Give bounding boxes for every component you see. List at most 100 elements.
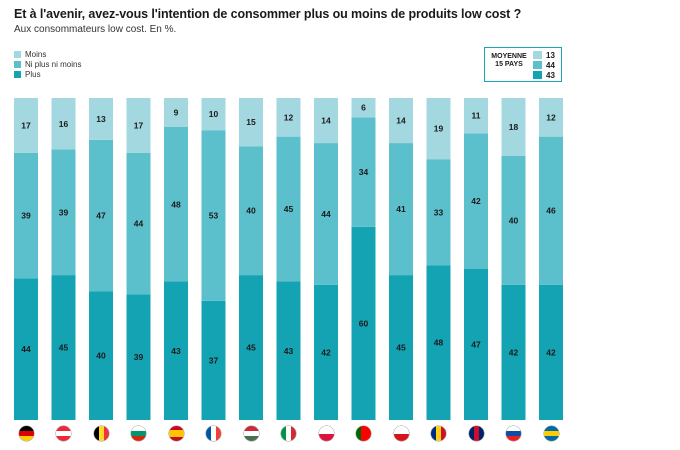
bar-plus-6 — [239, 275, 263, 420]
legend-label-ni: Ni plus ni moins — [25, 59, 82, 69]
legend: Moins Ni plus ni moins Plus — [14, 49, 81, 79]
data-label-ni-14: 46 — [546, 206, 556, 216]
data-label-plus-3: 39 — [134, 352, 144, 362]
bar-plus-5 — [201, 300, 226, 420]
flag-bulgaria-icon — [131, 426, 146, 441]
data-label-ni-13: 40 — [509, 215, 519, 225]
data-label-plus-10: 45 — [396, 343, 406, 353]
data-label-moins-7: 12 — [284, 112, 294, 122]
legend-swatch-ni — [14, 60, 21, 68]
bar-moins-0 — [14, 98, 38, 153]
bar-plus-14 — [539, 284, 563, 420]
average-value-moins: 13 — [546, 50, 555, 60]
flag-portugal-icon — [356, 426, 371, 441]
average-box: MOYENNE 15 PAYS 13 44 43 — [484, 47, 562, 82]
legend-item-ni: Ni plus ni moins — [14, 59, 81, 69]
bar-plus-2 — [89, 291, 113, 420]
bar-ni-14 — [539, 136, 563, 285]
data-label-plus-1: 45 — [59, 343, 69, 353]
data-label-moins-9: 6 — [361, 103, 366, 113]
bar-moins-6 — [239, 98, 263, 147]
bar-plus-11 — [426, 265, 451, 420]
data-label-moins-1: 16 — [59, 119, 69, 129]
bar-plus-0 — [14, 278, 38, 420]
average-row-moins: 13 — [533, 50, 555, 60]
bar-ni-2 — [89, 139, 113, 292]
data-label-moins-10: 14 — [396, 116, 406, 126]
data-label-ni-1: 39 — [59, 207, 69, 217]
data-label-ni-5: 53 — [209, 211, 219, 221]
bar-moins-1 — [51, 98, 76, 150]
data-label-plus-5: 37 — [209, 355, 219, 365]
data-label-moins-8: 14 — [321, 116, 331, 126]
data-label-moins-0: 17 — [21, 120, 31, 130]
data-label-ni-10: 41 — [396, 204, 406, 214]
bar-ni-13 — [501, 155, 526, 285]
data-label-ni-4: 48 — [171, 199, 181, 209]
flag-spain-icon — [168, 426, 184, 441]
bar-moins-14 — [539, 98, 563, 137]
bar-ni-6 — [239, 146, 263, 276]
data-label-plus-7: 43 — [284, 346, 294, 356]
flag-slovakia-icon — [506, 426, 521, 441]
bar-ni-10 — [389, 143, 413, 276]
bar-plus-8 — [314, 284, 338, 420]
bar-moins-7 — [276, 98, 301, 137]
data-label-plus-6: 45 — [246, 343, 256, 353]
bar-ni-11 — [426, 159, 451, 266]
data-label-ni-6: 40 — [246, 206, 256, 216]
bar-ni-0 — [14, 152, 38, 279]
bar-ni-9 — [351, 117, 376, 227]
flag-uk-icon — [468, 426, 484, 441]
average-row-ni: 44 — [533, 60, 555, 70]
bar-plus-9 — [351, 226, 376, 420]
legend-label-plus: Plus — [25, 69, 41, 79]
bar-ni-5 — [201, 130, 226, 301]
data-label-moins-14: 12 — [546, 112, 556, 122]
data-label-ni-9: 34 — [359, 167, 369, 177]
average-swatch-moins — [533, 51, 542, 59]
average-row-plus: 43 — [533, 70, 555, 80]
data-label-ni-7: 45 — [284, 204, 294, 214]
data-label-plus-9: 60 — [359, 318, 369, 328]
data-label-moins-12: 11 — [472, 111, 481, 121]
average-value-ni: 44 — [546, 60, 555, 70]
flag-sweden-icon — [543, 426, 559, 441]
bar-ni-3 — [126, 152, 151, 295]
flag-france-icon — [206, 426, 221, 441]
bar-ni-12 — [464, 133, 488, 269]
bar-ni-1 — [51, 149, 76, 276]
data-label-plus-14: 42 — [546, 347, 556, 357]
average-label-line2: 15 PAYS — [495, 61, 523, 68]
flag-austria-icon — [56, 426, 71, 441]
bar-plus-1 — [51, 275, 76, 420]
data-label-plus-4: 43 — [171, 346, 181, 356]
bar-plus-12 — [464, 268, 488, 420]
data-label-plus-2: 40 — [96, 351, 106, 361]
flag-czechia-icon — [393, 426, 409, 441]
data-label-plus-13: 42 — [509, 347, 519, 357]
data-label-moins-13: 18 — [509, 122, 519, 132]
data-label-ni-3: 44 — [134, 219, 144, 229]
bar-moins-5 — [201, 98, 226, 131]
data-label-moins-11: 19 — [434, 124, 444, 134]
bar-moins-11 — [426, 98, 451, 160]
bar-moins-9 — [351, 98, 376, 118]
bar-plus-10 — [389, 275, 413, 420]
bar-plus-4 — [164, 281, 188, 420]
flag-hungary-icon — [243, 426, 259, 441]
bar-moins-10 — [389, 98, 413, 144]
chart-subtitle: Aux consommateurs low cost. En %. — [14, 24, 177, 35]
data-label-ni-0: 39 — [21, 211, 31, 221]
average-swatch-ni — [533, 61, 542, 69]
bar-moins-4 — [164, 98, 188, 127]
bar-moins-2 — [89, 98, 113, 140]
bar-plus-3 — [126, 294, 151, 420]
data-label-moins-3: 17 — [134, 120, 144, 130]
data-label-ni-2: 47 — [96, 211, 106, 221]
data-label-plus-0: 44 — [21, 344, 31, 354]
bar-moins-12 — [464, 98, 488, 134]
legend-item-plus: Plus — [14, 69, 81, 79]
average-values: 13 44 43 — [533, 50, 555, 80]
